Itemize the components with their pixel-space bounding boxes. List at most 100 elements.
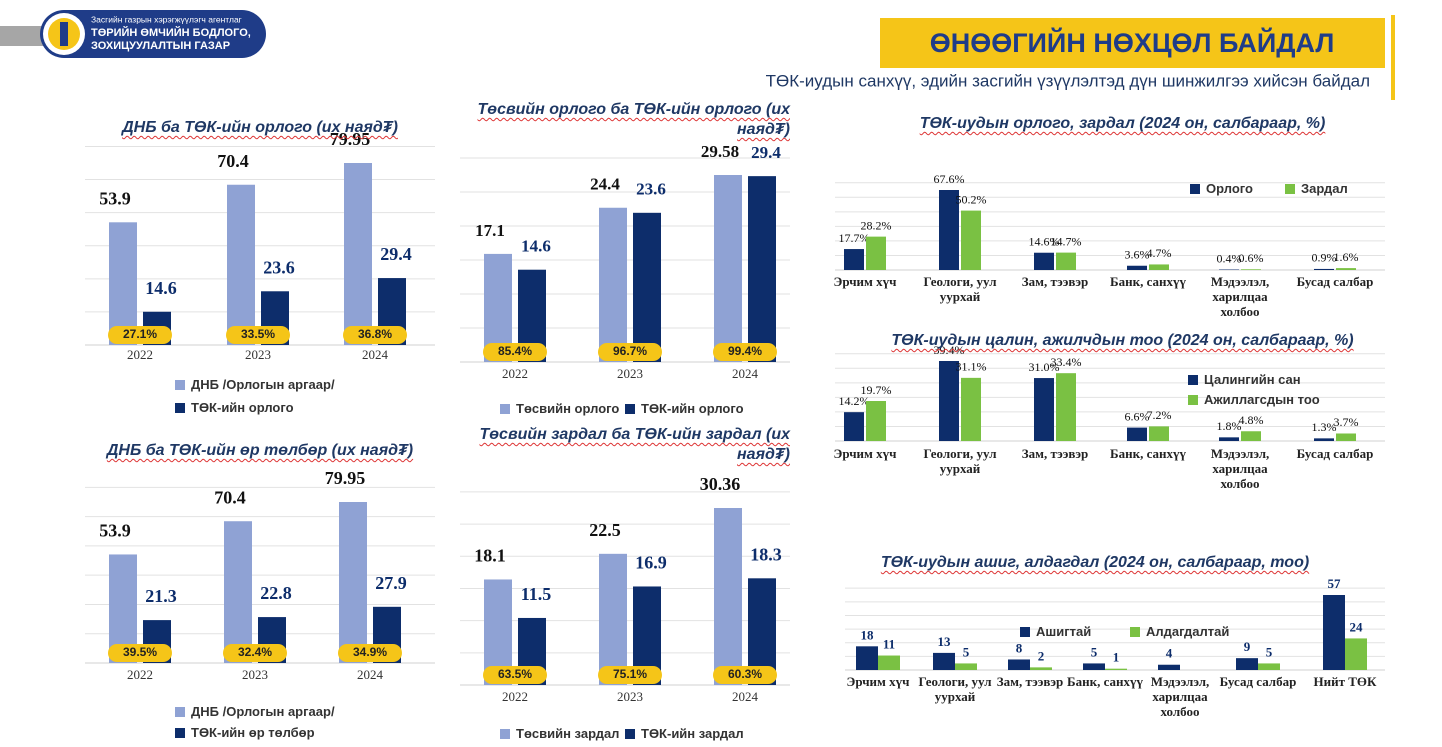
legend-label: ТӨК-ийн өр төлбөр [191, 725, 315, 740]
share-label: 60.3% [728, 667, 762, 681]
share-label: 63.5% [498, 667, 532, 681]
legend-label: Төсвийн зардал [516, 726, 620, 741]
legend-swatch [1020, 627, 1030, 637]
bar [714, 175, 742, 362]
legend-entry: Ашигтай [1020, 624, 1091, 639]
x-tick-label: Мэдээлэл, харилцаа холбоо [1150, 674, 1210, 719]
x-tick-label: 2024 [362, 347, 388, 362]
value-label: 70.4 [217, 151, 249, 171]
bar [961, 377, 981, 441]
value-label: 13 [938, 634, 952, 649]
value-label: 17.7% [839, 231, 870, 245]
bar [856, 646, 878, 670]
legend-label: ТӨК-ийн орлого [191, 400, 294, 415]
chart-title: ТӨК-иудын орлого, зардал (2024 он, салба… [919, 115, 1326, 132]
value-label: 27.9 [375, 573, 407, 593]
legend-swatch [1188, 375, 1198, 385]
x-tick-label: 2022 [502, 689, 528, 704]
legend-label: Алдагдалтай [1146, 624, 1230, 639]
bar [1241, 269, 1261, 270]
value-label: 14.6 [145, 278, 177, 298]
value-label: 1.6% [1334, 250, 1359, 264]
share-label: 75.1% [613, 667, 647, 681]
bar [109, 222, 137, 345]
x-tick-label: Мэдээлэл, харилцаа холбоо [1210, 274, 1270, 319]
value-label: 50.2% [956, 192, 987, 206]
share-badge [108, 326, 172, 344]
chart-title: ТӨК-иудын ашиг, алдагдал (2024 он, салба… [880, 554, 1310, 571]
legend-swatch [1285, 184, 1295, 194]
legend-entry: ТӨК-ийн зардал [625, 726, 744, 741]
value-label: 0.6% [1239, 251, 1264, 265]
bar [1034, 252, 1054, 270]
share-label: 32.4% [238, 645, 272, 659]
bar [933, 652, 955, 670]
value-label: 79.95 [330, 129, 371, 149]
share-label: 39.5% [123, 645, 157, 659]
legend-swatch [175, 728, 185, 738]
legend-swatch [1188, 395, 1198, 405]
x-tick-label: 2024 [732, 366, 758, 381]
share-badge [226, 326, 290, 344]
share-badge [483, 666, 547, 684]
x-tick-label: 2022 [127, 667, 153, 682]
value-label: 3.7% [1334, 415, 1359, 429]
legend-entry: ТӨК-ийн орлого [625, 401, 744, 416]
legend-entry: Алдагдалтай [1130, 624, 1229, 639]
chart-title: ДНБ ба ТӨК-ийн орлого (их наяд₮) [122, 119, 398, 136]
legend-entry: ТӨК-ийн өр төлбөр [175, 725, 315, 740]
x-tick-label: Эрчим хүч [833, 274, 897, 289]
value-label: 53.9 [99, 521, 131, 541]
bar [714, 508, 742, 685]
chart-title: ДНБ ба ТӨК-ийн өр төлбөр (их наяд₮) [106, 442, 414, 459]
share-label: 27.1% [123, 327, 157, 341]
value-label: 4.8% [1239, 413, 1264, 427]
agency: Засгийн газрын хэрэгжүүлэгч агентлаг [91, 14, 242, 24]
x-tick-label: Банк, санхүү [1110, 274, 1186, 289]
bar [878, 655, 900, 670]
share-label: 34.9% [353, 645, 387, 659]
org-line: ТӨРИЙН ӨМЧИЙН БОДЛОГО, [91, 26, 251, 39]
legend-entry: ДНБ /Орлогын аргаар/ [175, 704, 335, 719]
legend-entry: Орлого [1190, 181, 1253, 196]
bar [1056, 373, 1076, 441]
bar [339, 502, 367, 663]
x-tick-label: 2023 [245, 347, 271, 362]
bar [748, 176, 776, 362]
bar [866, 401, 886, 441]
x-tick-label: Нийт ТӨК [1313, 674, 1377, 689]
value-label: 4.7% [1147, 246, 1172, 260]
x-tick-label: Мэдээлэл, харилцаа холбоо [1210, 446, 1270, 491]
value-label: 1.3% [1312, 420, 1337, 434]
value-label: 24 [1350, 619, 1364, 634]
value-label: 67.6% [934, 172, 965, 186]
x-tick-label: 2022 [127, 347, 153, 362]
value-label: 5 [1091, 644, 1098, 659]
logo-pill [40, 10, 266, 58]
share-label: 96.7% [613, 344, 647, 358]
value-label: 29.4 [751, 143, 781, 162]
bar [844, 249, 864, 270]
value-label: 53.9 [99, 188, 131, 208]
share-badge [598, 666, 662, 684]
value-label: 1.8% [1217, 419, 1242, 433]
bar [939, 361, 959, 441]
bar [961, 210, 981, 270]
legend-label: ДНБ /Орлогын аргаар/ [191, 377, 335, 392]
bar [1219, 437, 1239, 441]
value-label: 70.4 [214, 487, 246, 507]
value-label: 5 [963, 644, 970, 659]
page-title: ӨНӨӨГИЙН НӨХЦӨЛ БАЙДАЛ [930, 27, 1335, 58]
legend-swatch [1190, 184, 1200, 194]
value-label: 18 [861, 627, 875, 642]
bar [1127, 265, 1147, 270]
legend-swatch [500, 404, 510, 414]
chart-title: Төсвийн зардал ба ТӨК-ийн зардал (их ная… [479, 426, 791, 463]
bar [633, 212, 661, 362]
legend-label: ДНБ /Орлогын аргаар/ [191, 704, 335, 719]
bar [1105, 668, 1127, 670]
value-label: 18.1 [474, 546, 506, 566]
legend-label: Ашигтай [1036, 624, 1092, 639]
